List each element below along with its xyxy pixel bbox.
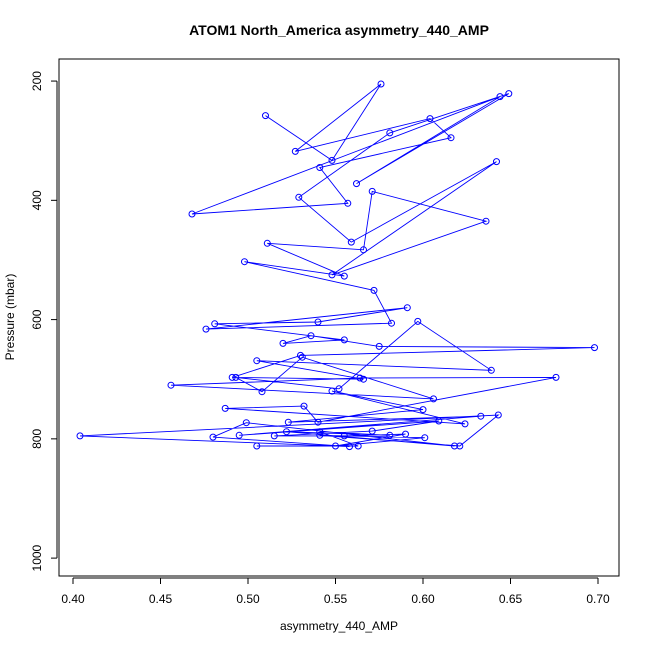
data-point xyxy=(76,432,84,440)
data-point xyxy=(493,158,500,166)
data-point xyxy=(332,442,339,450)
data-point xyxy=(368,427,376,435)
data-point xyxy=(360,246,367,254)
data-point xyxy=(494,411,502,419)
x-tick-label: 0.70 xyxy=(586,592,610,606)
data-point xyxy=(316,428,324,436)
data-point xyxy=(340,432,348,440)
plot-frame xyxy=(58,58,620,577)
data-point xyxy=(356,374,364,382)
data-point xyxy=(360,375,367,383)
data-point xyxy=(232,373,240,381)
y-axis: 200 400 600 800 1000 xyxy=(30,71,58,571)
plot-area xyxy=(76,80,598,451)
data-point xyxy=(295,193,303,201)
series-line-0 xyxy=(79,83,595,448)
data-point xyxy=(340,336,348,344)
x-tick-label: 0.65 xyxy=(499,592,523,606)
data-point xyxy=(344,199,352,207)
data-point xyxy=(279,339,287,347)
data-point xyxy=(388,319,395,327)
data-point xyxy=(314,418,322,426)
data-point xyxy=(461,420,469,428)
data-point xyxy=(167,381,175,389)
data-point xyxy=(314,318,322,326)
data-point xyxy=(188,210,196,218)
data-point xyxy=(291,147,299,155)
data-point xyxy=(316,164,324,171)
data-point xyxy=(386,431,394,439)
data-point xyxy=(298,353,306,361)
data-point xyxy=(451,442,458,450)
data-point xyxy=(307,332,315,340)
y-tick-label: 200 xyxy=(30,71,44,91)
data-point xyxy=(262,112,269,120)
data-point xyxy=(419,406,427,414)
data-point xyxy=(270,432,278,440)
data-point xyxy=(435,417,443,425)
y-tick-label: 600 xyxy=(30,309,44,329)
data-point xyxy=(328,156,336,164)
data-point xyxy=(242,419,250,427)
data-point xyxy=(328,271,336,279)
data-point xyxy=(386,129,394,137)
data-point xyxy=(505,90,513,98)
data-point xyxy=(414,317,422,325)
data-point xyxy=(346,443,353,451)
data-point xyxy=(253,357,261,365)
data-point xyxy=(300,402,308,410)
x-tick-label: 0.50 xyxy=(236,592,260,606)
data-point xyxy=(211,320,219,328)
data-point xyxy=(447,134,455,142)
data-point xyxy=(430,395,437,403)
data-point xyxy=(235,431,243,439)
data-point xyxy=(377,80,385,88)
data-point xyxy=(487,366,495,374)
data-point xyxy=(221,404,229,412)
data-point xyxy=(316,431,324,439)
data-point xyxy=(552,373,560,381)
data-point xyxy=(253,442,261,450)
data-point xyxy=(228,373,236,381)
data-point xyxy=(477,412,485,420)
x-tick-label: 0.60 xyxy=(411,592,435,606)
data-point xyxy=(456,442,464,450)
data-point xyxy=(403,304,411,312)
data-point xyxy=(496,93,504,101)
data-point xyxy=(202,325,210,333)
data-point xyxy=(297,351,304,359)
data-point xyxy=(591,344,598,352)
y-tick-label: 400 xyxy=(30,190,44,210)
data-point xyxy=(335,385,343,393)
y-tick-label: 800 xyxy=(30,429,44,449)
data-point xyxy=(241,258,248,266)
data-point xyxy=(354,442,362,450)
data-point xyxy=(368,187,376,195)
data-point xyxy=(258,388,266,396)
chart-title: ATOM1 North_America asymmetry_440_AMP xyxy=(189,22,489,38)
data-point xyxy=(421,434,429,442)
data-point xyxy=(347,238,355,246)
x-tick-label: 0.40 xyxy=(61,592,85,606)
y-axis-label: Pressure (mbar) xyxy=(3,274,17,361)
data-point xyxy=(340,272,348,280)
x-axis: 0.40 0.45 0.50 0.55 0.60 0.65 0.70 xyxy=(61,577,610,606)
data-point xyxy=(482,217,490,225)
data-point xyxy=(375,342,383,350)
data-point xyxy=(263,239,271,247)
data-point xyxy=(209,433,217,441)
data-point xyxy=(370,286,378,294)
data-point xyxy=(402,430,409,438)
data-point xyxy=(328,387,336,395)
data-point xyxy=(353,180,360,188)
x-tick-label: 0.45 xyxy=(149,592,173,606)
data-point xyxy=(283,428,290,436)
x-tick-label: 0.55 xyxy=(324,592,348,606)
x-axis-label: asymmetry_440_AMP xyxy=(280,619,398,633)
y-tick-label: 1000 xyxy=(30,544,44,571)
data-point xyxy=(426,115,434,123)
data-point xyxy=(284,418,292,426)
